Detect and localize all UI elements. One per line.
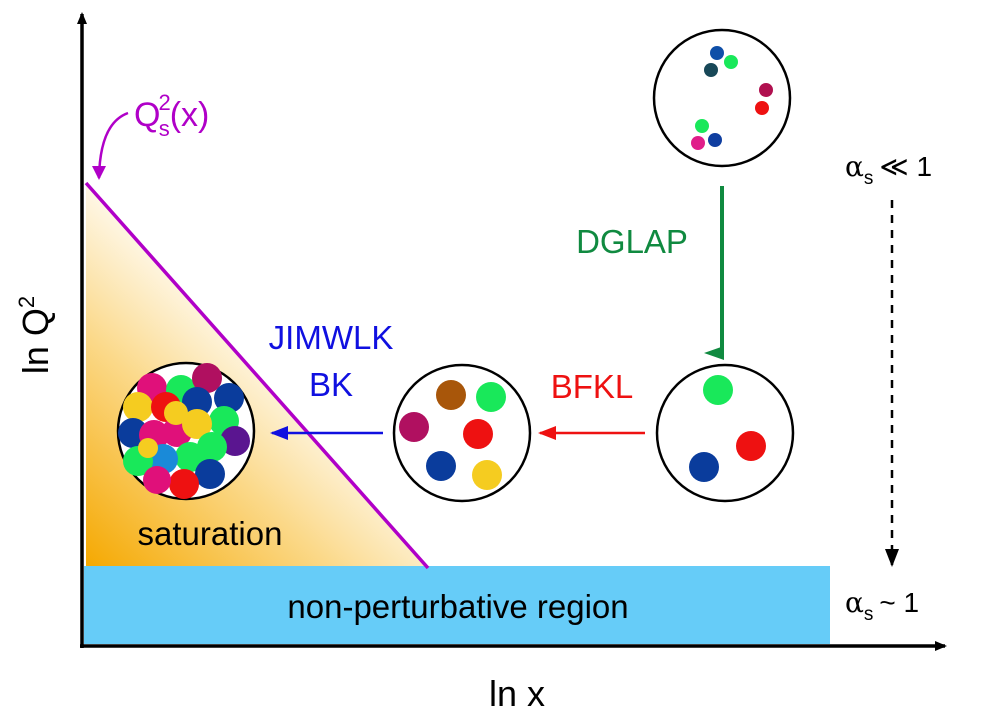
parton	[463, 419, 493, 449]
saturation-label: saturation	[138, 515, 283, 552]
alpha-weak-label: αs ≪ 1	[845, 150, 932, 189]
parton	[755, 101, 769, 115]
proton-dilute-small-partons	[652, 28, 792, 168]
parton	[704, 63, 718, 77]
parton	[399, 412, 429, 442]
parton	[472, 460, 502, 490]
parton	[426, 451, 456, 481]
jimwlk-label: JIMWLK	[269, 319, 394, 356]
non-perturbative-label: non-perturbative region	[287, 588, 628, 625]
parton	[691, 136, 705, 150]
proton-bfkl-evolved	[392, 363, 532, 503]
qs2-label: Q2 s(x)	[134, 90, 209, 141]
dglap-label: DGLAP	[576, 223, 688, 260]
parton	[736, 431, 766, 461]
proton-initial	[655, 363, 795, 503]
parton	[724, 55, 738, 69]
parton	[710, 46, 724, 60]
parton	[703, 375, 733, 405]
parton	[476, 382, 506, 412]
qs2-pointer-arrow	[92, 111, 129, 180]
y-axis-label: ln Q2	[14, 296, 56, 374]
parton	[689, 452, 719, 482]
proton-saturated	[116, 361, 256, 501]
bk-label: BK	[309, 366, 353, 403]
parton	[695, 119, 709, 133]
alpha-strong-label: αs ~ 1	[845, 586, 919, 625]
parton	[708, 133, 722, 147]
x-axis-label: ln x	[489, 673, 545, 714]
bfkl-label: BFKL	[551, 368, 634, 405]
non-perturbative-band	[84, 566, 830, 644]
parton	[759, 83, 773, 97]
parton	[436, 380, 466, 410]
saturation-line	[84, 181, 430, 570]
